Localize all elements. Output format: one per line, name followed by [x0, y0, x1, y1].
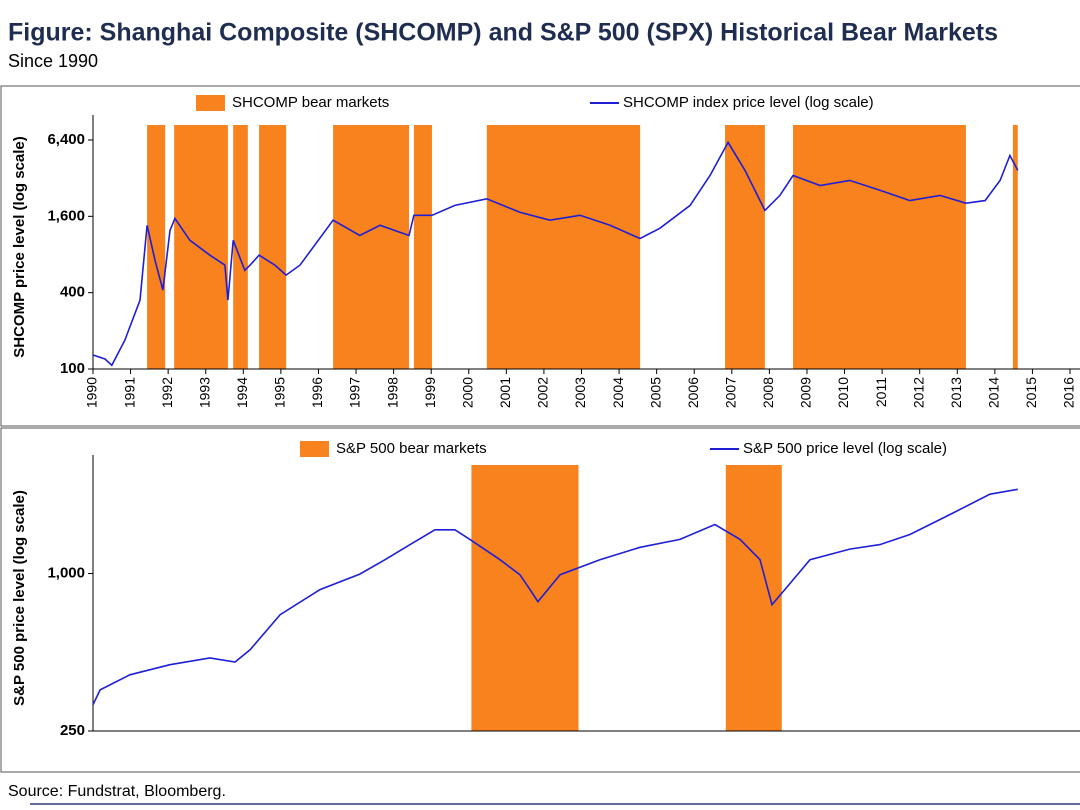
bear-market-band: [333, 125, 410, 369]
x-tick-label: 2016: [1061, 377, 1077, 408]
legend-label: S&P 500 bear markets: [336, 440, 487, 457]
x-tick-label: 1998: [384, 377, 400, 408]
legend-label: SHCOMP bear markets: [232, 94, 389, 111]
legend-label: S&P 500 price level (log scale): [743, 440, 947, 457]
x-tick-label: 1992: [159, 377, 175, 408]
x-tick-label: 2004: [610, 377, 626, 408]
legend-swatch: [300, 441, 329, 457]
bear-market-band: [725, 125, 765, 369]
x-tick-label: 2005: [647, 377, 663, 408]
x-tick-label: 2006: [685, 377, 701, 408]
y-tick-label: 400: [60, 284, 85, 301]
x-tick-label: 2009: [798, 377, 814, 408]
bear-market-band: [725, 465, 782, 731]
price-line: [92, 488, 1018, 706]
y-axis-title: SHCOMP price level (log scale): [11, 136, 28, 357]
legend-label: SHCOMP index price level (log scale): [623, 94, 874, 111]
x-tick-label: 1994: [234, 377, 250, 408]
y-axis-title: S&P 500 price level (log scale): [11, 490, 28, 706]
bear-market-band: [486, 125, 641, 369]
bear-market-band: [793, 125, 966, 369]
bear-market-band: [233, 125, 248, 369]
bear-market-band: [413, 125, 432, 369]
y-tick-label: 250: [60, 722, 85, 739]
bear-market-band: [1012, 125, 1018, 369]
x-tick-label: 2013: [948, 377, 964, 408]
bear-market-band: [147, 125, 166, 369]
x-tick-label: 2010: [835, 377, 851, 408]
x-tick-label: 1999: [422, 377, 438, 408]
panel-border: [0, 85, 1080, 427]
bear-market-band: [471, 465, 579, 731]
x-tick-label: 1995: [272, 377, 288, 408]
x-tick-label: 2011: [873, 377, 889, 407]
y-tick-label: 100: [60, 360, 85, 377]
y-tick-label: 6,400: [47, 131, 85, 148]
bear-market-band: [259, 125, 287, 369]
x-tick-label: 1993: [196, 377, 212, 408]
x-tick-label: 2008: [760, 377, 776, 408]
x-tick-label: 2007: [723, 377, 739, 408]
legend-swatch: [196, 95, 225, 111]
x-tick-label: 2012: [910, 377, 926, 408]
x-tick-label: 2014: [986, 377, 1002, 408]
x-tick-label: 2001: [497, 377, 513, 408]
x-tick-label: 1990: [84, 377, 100, 408]
figure-subtitle: Since 1990: [8, 51, 98, 71]
x-tick-label: 2002: [535, 377, 551, 408]
price-line: [92, 140, 1019, 367]
panel-border: [0, 427, 1080, 773]
bear-market-band: [174, 125, 228, 369]
x-tick-label: 1991: [121, 377, 137, 408]
figure-title: Figure: Shanghai Composite (SHCOMP) and …: [8, 19, 998, 47]
x-tick-label: 2000: [459, 377, 475, 408]
x-tick-label: 2015: [1023, 377, 1039, 408]
x-tick-label: 2003: [572, 377, 588, 408]
x-tick-label: 1997: [347, 377, 363, 408]
source-note: Source: Fundstrat, Bloomberg.: [8, 783, 226, 800]
y-tick-label: 1,000: [47, 565, 85, 582]
y-tick-label: 1,600: [47, 207, 85, 224]
x-tick-label: 1996: [309, 377, 325, 408]
